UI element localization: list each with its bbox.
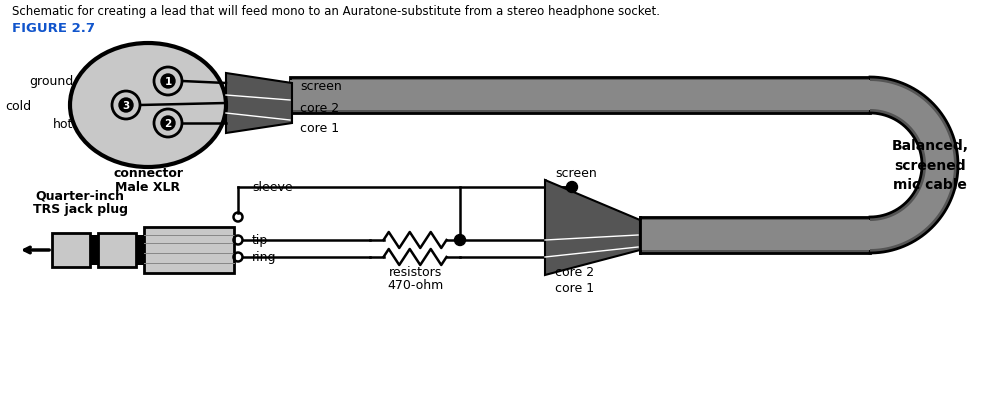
Polygon shape <box>545 181 640 275</box>
Text: ground: ground <box>29 75 73 88</box>
Text: FIGURE 2.7: FIGURE 2.7 <box>12 21 95 34</box>
Text: core 1: core 1 <box>555 282 594 295</box>
FancyBboxPatch shape <box>52 233 90 267</box>
Text: Schematic for creating a lead that will feed mono to an Auratone-substitute from: Schematic for creating a lead that will … <box>12 4 660 17</box>
Circle shape <box>454 235 466 246</box>
Text: Balanced,
screened
mic cable: Balanced, screened mic cable <box>892 139 968 192</box>
Text: connector: connector <box>113 167 183 180</box>
Text: core 2: core 2 <box>300 101 339 114</box>
Circle shape <box>154 110 182 138</box>
Text: 3: 3 <box>122 101 130 111</box>
FancyBboxPatch shape <box>98 233 136 267</box>
Text: 470-ohm: 470-ohm <box>387 279 443 292</box>
Text: 2: 2 <box>164 119 172 129</box>
Text: sleeve: sleeve <box>252 181 293 194</box>
Polygon shape <box>870 82 954 249</box>
Text: screen: screen <box>300 79 342 92</box>
Circle shape <box>161 117 175 131</box>
FancyBboxPatch shape <box>136 235 144 265</box>
Text: ring: ring <box>252 251 277 264</box>
Text: cold: cold <box>5 99 31 112</box>
FancyBboxPatch shape <box>144 228 234 273</box>
Text: core 2: core 2 <box>555 266 594 279</box>
Ellipse shape <box>70 44 226 168</box>
Text: TRS jack plug: TRS jack plug <box>33 203 128 216</box>
Text: Male XLR: Male XLR <box>115 181 181 194</box>
Circle shape <box>566 182 578 193</box>
Polygon shape <box>870 78 958 254</box>
Circle shape <box>161 75 175 89</box>
Text: resistors: resistors <box>388 265 442 278</box>
Text: Quarter-inch: Quarter-inch <box>36 189 125 202</box>
FancyBboxPatch shape <box>90 235 98 265</box>
Text: 1: 1 <box>164 77 172 87</box>
Circle shape <box>119 99 133 113</box>
Circle shape <box>112 92 140 120</box>
FancyBboxPatch shape <box>640 217 870 254</box>
Circle shape <box>154 68 182 96</box>
Text: hot: hot <box>53 117 73 130</box>
Text: screen: screen <box>555 167 597 180</box>
FancyBboxPatch shape <box>290 78 870 114</box>
FancyBboxPatch shape <box>640 220 870 250</box>
Text: core 1: core 1 <box>300 121 339 134</box>
Polygon shape <box>226 74 292 134</box>
Text: tip: tip <box>252 234 268 247</box>
FancyBboxPatch shape <box>290 81 870 111</box>
